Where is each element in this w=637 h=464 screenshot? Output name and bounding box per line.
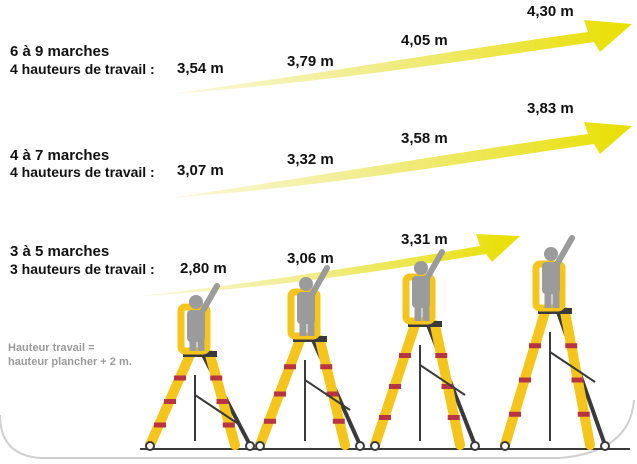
group-3-5-height-3: 3,31 m xyxy=(401,231,448,248)
group-6-9-height-3: 4,05 m xyxy=(401,32,448,49)
ladder-figure-4 xyxy=(500,235,610,451)
group-4-7-subtitle: 4 hauteurs de travail : xyxy=(10,164,155,180)
ladder-figure-3 xyxy=(370,249,480,451)
group-3-5-height-2: 3,06 m xyxy=(287,250,334,267)
ladder-figure-1 xyxy=(145,283,255,451)
group-4-7-height-1: 3,07 m xyxy=(177,162,224,179)
working-height-note: Hauteur travail = hauteur plancher + 2 m… xyxy=(8,341,132,369)
group-4-7-title: 4 à 7 marches xyxy=(10,147,110,164)
group-4-7-height-3: 3,58 m xyxy=(401,130,448,147)
group-6-9-height-1: 3,54 m xyxy=(177,60,224,77)
group-4-7-height-2: 3,32 m xyxy=(287,151,334,168)
group-6-9-subtitle: 4 hauteurs de travail : xyxy=(10,61,155,77)
group-4-7-height-4: 3,83 m xyxy=(527,100,574,117)
group-6-9-height-4: 4,30 m xyxy=(527,3,574,20)
group-6-9-title: 6 à 9 marches xyxy=(10,43,110,60)
group-3-5-subtitle: 3 hauteurs de travail : xyxy=(10,261,155,277)
group-3-5-height-1: 2,80 m xyxy=(180,260,227,277)
group-6-9-height-2: 3,79 m xyxy=(287,53,334,70)
note-line-2: hauteur plancher + 2 m. xyxy=(8,356,132,368)
ladder-figure-2 xyxy=(255,265,365,451)
note-line-1: Hauteur travail = xyxy=(8,342,95,354)
group-3-5-title: 3 à 5 marches xyxy=(10,243,110,260)
frame-border xyxy=(0,399,635,459)
arrow-3-5-marches xyxy=(140,234,520,296)
